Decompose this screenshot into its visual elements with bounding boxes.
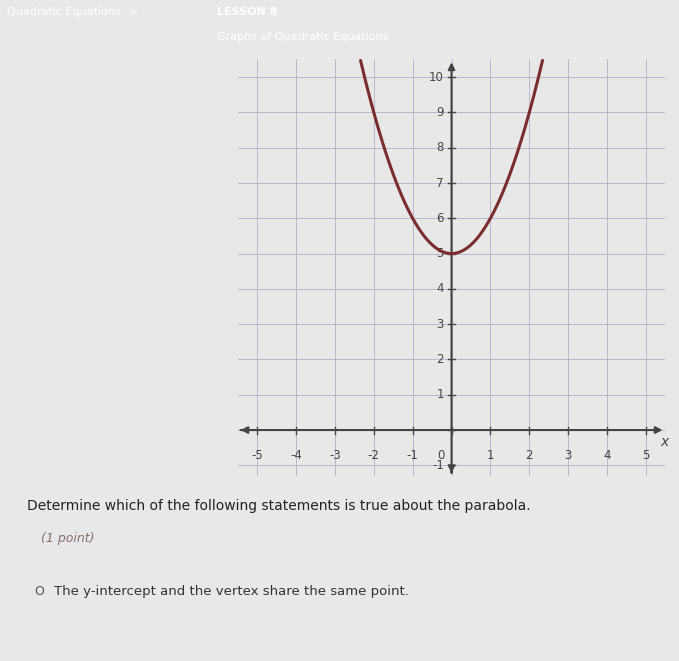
Text: 3: 3 <box>564 449 572 463</box>
Text: The y-intercept and the vertex share the same point.: The y-intercept and the vertex share the… <box>54 585 409 598</box>
Text: 3: 3 <box>437 318 444 330</box>
Text: 4: 4 <box>604 449 611 463</box>
Text: -1: -1 <box>432 459 444 472</box>
Text: -4: -4 <box>290 449 302 463</box>
Text: O: O <box>34 585 44 598</box>
Text: Quadratic Equations: Quadratic Equations <box>7 7 121 17</box>
Text: 1: 1 <box>436 388 444 401</box>
Text: x: x <box>661 436 669 449</box>
Text: LESSON 8: LESSON 8 <box>217 7 278 17</box>
Text: 7: 7 <box>436 176 444 190</box>
Text: 0: 0 <box>437 449 445 463</box>
Text: -3: -3 <box>329 449 341 463</box>
Text: -5: -5 <box>251 449 263 463</box>
Text: Graphs of Quadratic Equations: Graphs of Quadratic Equations <box>217 32 389 42</box>
Text: 2: 2 <box>436 353 444 366</box>
Text: 10: 10 <box>429 71 444 84</box>
Text: Determine which of the following statements is true about the parabola.: Determine which of the following stateme… <box>27 499 531 513</box>
Text: 2: 2 <box>526 449 533 463</box>
Text: -1: -1 <box>407 449 418 463</box>
Text: 8: 8 <box>437 141 444 154</box>
Text: 1: 1 <box>487 449 494 463</box>
Text: (1 point): (1 point) <box>41 532 94 545</box>
Text: 9: 9 <box>436 106 444 119</box>
Text: 5: 5 <box>437 247 444 260</box>
Text: >: > <box>129 7 139 17</box>
Text: 4: 4 <box>436 282 444 295</box>
Text: 6: 6 <box>436 212 444 225</box>
Text: -2: -2 <box>368 449 380 463</box>
Text: 5: 5 <box>642 449 650 463</box>
